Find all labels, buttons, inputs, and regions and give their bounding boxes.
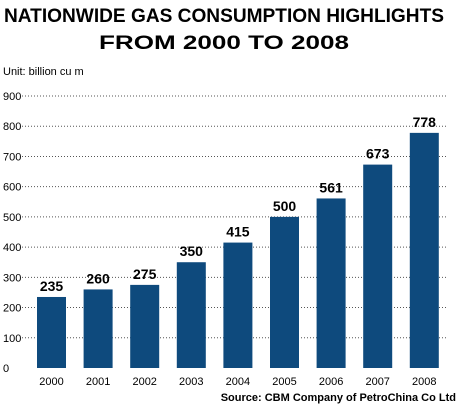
source-note: Source: CBM Company of PetroChina Co Ltd [221, 392, 456, 404]
data-label: 235 [40, 278, 64, 294]
chart-subtitle: FROM 2000 TO 2008 [99, 33, 349, 54]
y-tick-label: 200 [3, 303, 21, 315]
y-tick-label: 300 [3, 272, 21, 284]
x-tick-label: 2002 [132, 376, 156, 388]
bar-2001 [83, 289, 113, 368]
y-tick-label: 800 [3, 121, 21, 133]
data-label: 673 [366, 146, 390, 162]
bars-layer [37, 132, 439, 368]
grid-layer: 0 100 200 300 400 500 600 700 800 900 [3, 91, 446, 375]
data-label: 561 [319, 179, 343, 195]
bar-2007 [363, 164, 393, 368]
x-tick-label: 2004 [226, 376, 250, 388]
bar-2008 [409, 132, 439, 368]
bar-2004 [223, 242, 253, 368]
y-tick-label: 600 [3, 182, 21, 194]
x-tick-label: 2006 [319, 376, 343, 388]
labels-layer: 235 2000 260 2001 275 2002 350 2003 415 2004 500 20… [39, 114, 436, 388]
data-label: 350 [180, 243, 204, 259]
x-tick-label: 2003 [179, 376, 203, 388]
bar-2006 [316, 198, 346, 368]
bar-2003 [176, 262, 206, 368]
data-label: 500 [273, 198, 297, 214]
bar-2000 [37, 296, 66, 368]
y-tick-label: 100 [3, 333, 21, 345]
data-label: 415 [226, 224, 250, 240]
x-tick-label: 2001 [86, 376, 110, 388]
data-label: 260 [86, 270, 110, 286]
x-tick-label: 2000 [39, 376, 63, 388]
x-tick-label: 2005 [272, 376, 296, 388]
data-label: 778 [413, 114, 437, 130]
y-tick-label: 0 [3, 363, 9, 375]
unit-label: Unit: billion cu m [3, 66, 84, 78]
y-tick-label: 500 [3, 212, 21, 224]
x-tick-label: 2008 [412, 376, 436, 388]
bar-2005 [270, 216, 299, 368]
y-tick-label: 400 [3, 242, 21, 254]
y-tick-label: 900 [3, 91, 21, 103]
chart-title: NATIONWIDE GAS CONSUMPTION HIGHLIGHTS [4, 6, 444, 27]
x-tick-label: 2007 [365, 376, 389, 388]
y-tick-label: 700 [3, 151, 21, 163]
bar-2002 [130, 284, 160, 368]
data-label: 275 [133, 266, 157, 282]
